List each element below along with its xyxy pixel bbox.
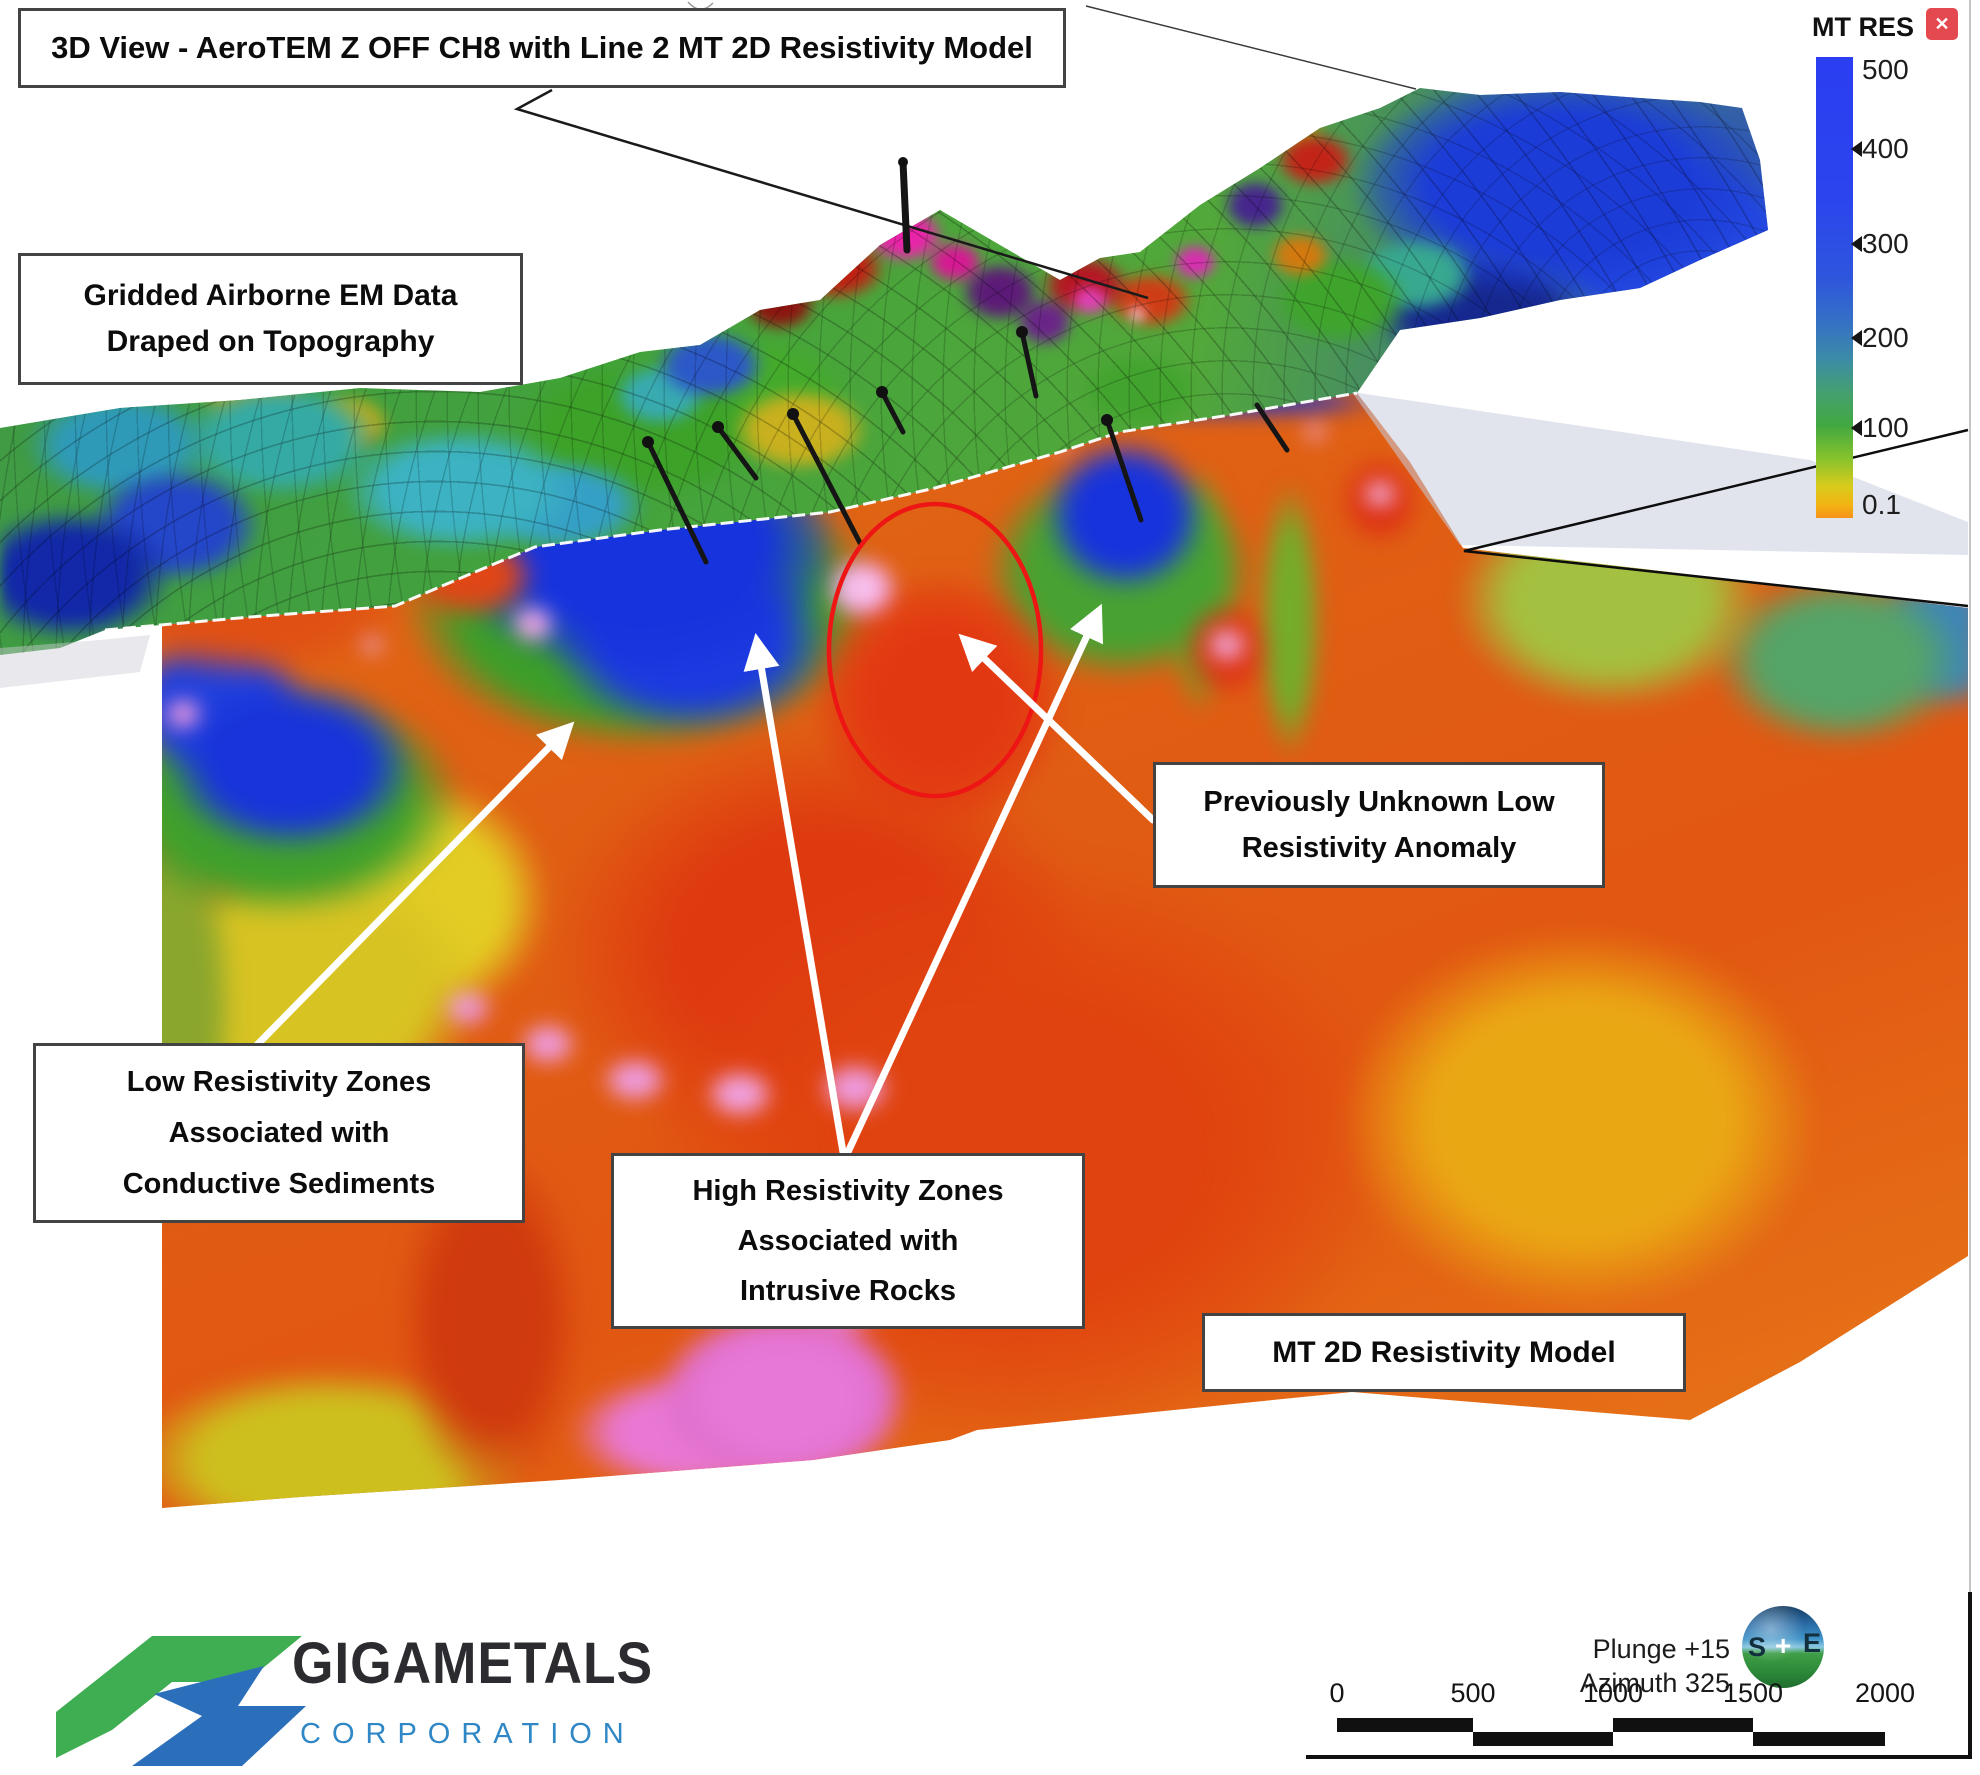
label-low-resistivity: Low Resistivity Zones Associated with Co… xyxy=(33,1043,525,1223)
legend-tick: 500 xyxy=(1862,54,1909,85)
label-line: Associated with xyxy=(168,1116,390,1149)
scalebar-label: 1000 xyxy=(1582,1678,1644,1708)
scalebar-label: 1500 xyxy=(1722,1678,1784,1708)
label-line: Resistivity Anomaly xyxy=(1241,832,1517,864)
close-icon[interactable]: ✕ xyxy=(1926,8,1958,40)
logo-wordmark: GIGAMETALS xyxy=(292,1631,653,1696)
label-line: MT 2D Resistivity Model xyxy=(1272,1335,1616,1369)
scalebar-label: 2000 xyxy=(1854,1678,1916,1708)
scalebar-segment xyxy=(1337,1718,1473,1732)
label-line: Draped on Topography xyxy=(106,325,435,358)
resistivity-colorbar xyxy=(1816,57,1853,518)
gigametals-logo-icon xyxy=(56,1636,306,1766)
label-line: Conductive Sediments xyxy=(122,1167,436,1200)
scalebar-segment xyxy=(1473,1732,1613,1746)
legend-tick-marker xyxy=(1851,330,1862,346)
label-line: Associated with xyxy=(737,1225,959,1257)
legend-tick-marker xyxy=(1851,141,1862,157)
legend-title: MT RES xyxy=(1811,12,1914,42)
scalebar-label: 500 xyxy=(1450,1678,1496,1708)
figure-title-text: 3D View - AeroTEM Z OFF CH8 with Line 2 … xyxy=(51,30,1033,65)
globe-south-label: S xyxy=(1748,1632,1767,1662)
label-line: Previously Unknown Low xyxy=(1203,786,1555,818)
scalebar-label: 0 xyxy=(1329,1678,1345,1708)
globe-plus: + xyxy=(1775,1630,1792,1661)
scalebar-segment xyxy=(1753,1732,1885,1746)
legend-tick: 200 xyxy=(1862,322,1909,353)
label-line: Low Resistivity Zones xyxy=(126,1065,432,1098)
label-em-drape: Gridded Airborne EM Data Draped on Topog… xyxy=(18,253,523,385)
legend-tick: 100 xyxy=(1862,412,1909,443)
label-line: Intrusive Rocks xyxy=(740,1275,956,1307)
orientation-globe-icon[interactable]: S E + xyxy=(1742,1606,1824,1688)
globe-east-label: E xyxy=(1802,1628,1821,1658)
figure-title: 3D View - AeroTEM Z OFF CH8 with Line 2 … xyxy=(18,8,1066,88)
label-line: High Resistivity Zones xyxy=(692,1175,1004,1207)
label-line: Gridded Airborne EM Data xyxy=(83,279,458,312)
label-high-resistivity: High Resistivity Zones Associated with I… xyxy=(611,1153,1085,1329)
legend-tick: 400 xyxy=(1862,133,1909,164)
legend-tick-marker xyxy=(1851,420,1862,436)
label-previously-unknown-anomaly: Previously Unknown Low Resistivity Anoma… xyxy=(1153,762,1605,888)
scalebar-segment xyxy=(1613,1718,1753,1732)
plunge-value: Plunge +15 xyxy=(1592,1634,1730,1664)
legend-tick: 0.1 xyxy=(1862,489,1901,520)
label-mt-model: MT 2D Resistivity Model xyxy=(1202,1313,1686,1392)
legend-tick: 300 xyxy=(1862,228,1909,259)
logo-subtitle: CORPORATION xyxy=(300,1718,635,1750)
close-glyph: ✕ xyxy=(1934,13,1950,34)
legend-tick-marker xyxy=(1851,236,1862,252)
